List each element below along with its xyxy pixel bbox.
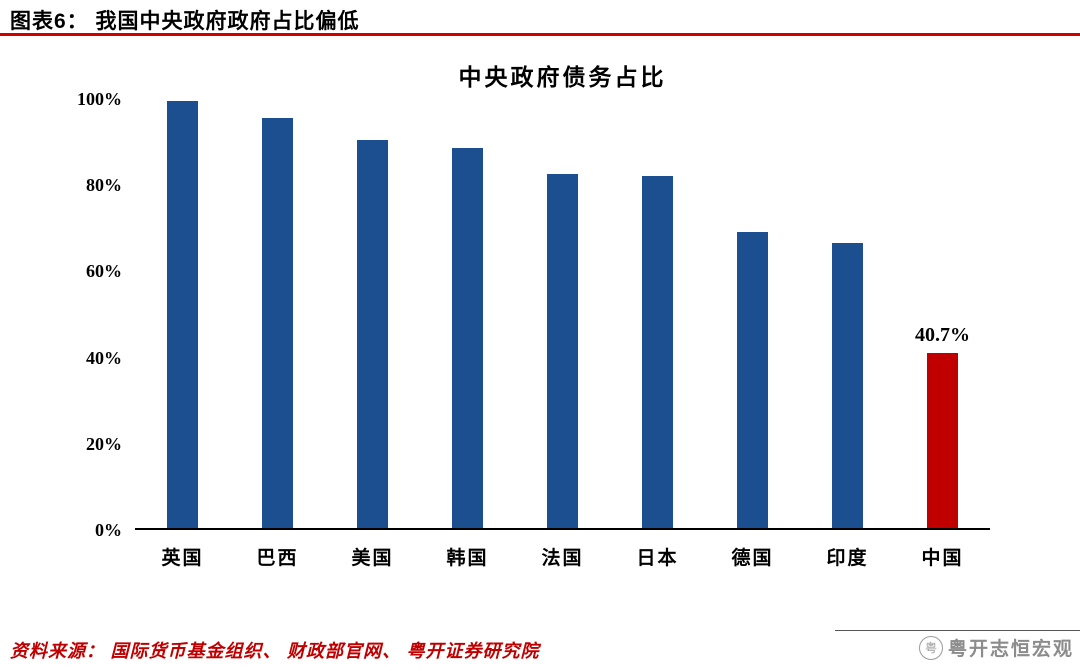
y-tick-60%: 60% (86, 261, 122, 282)
x-label-日本: 日本 (636, 548, 679, 569)
x-label-德国: 德国 (731, 548, 774, 569)
y-tick-40%: 40% (86, 347, 122, 368)
bar-cell-美国 (325, 99, 420, 528)
bar-value-label-中国: 40.7% (915, 324, 970, 347)
bar-cell-印度 (800, 99, 895, 528)
bar-韩国 (452, 148, 483, 528)
bar-英国 (167, 101, 198, 528)
bar-cell-法国 (515, 99, 610, 528)
bar-印度 (832, 242, 863, 528)
x-label-印度: 印度 (826, 548, 869, 569)
bar-中国 (927, 353, 958, 528)
x-label-英国: 英国 (161, 548, 204, 569)
x-label-韩国: 韩国 (446, 548, 489, 569)
x-label-美国: 美国 (351, 548, 394, 569)
bar-德国 (737, 232, 768, 528)
header-divider-line (0, 33, 1080, 36)
figure-caption: 图表6： 我国中央政府政府占比偏低 (10, 10, 360, 33)
y-tick-20%: 20% (86, 433, 122, 454)
chart-title: 中央政府债务占比 (458, 65, 667, 90)
bar-chart-plot-area: 40.7% (135, 99, 990, 530)
bar-cell-德国 (705, 99, 800, 528)
bar-巴西 (262, 118, 293, 528)
y-tick-80%: 80% (86, 175, 122, 196)
bar-法国 (547, 174, 578, 528)
bar-cell-日本 (610, 99, 705, 528)
y-tick-100%: 100% (77, 89, 122, 109)
y-tick-0%: 0% (95, 520, 122, 540)
watermark: 粤 粤开志恒宏观 (835, 630, 1080, 661)
bar-日本 (642, 176, 673, 528)
y-axis: 0% 20% 40% 60% 80% 100% (0, 89, 122, 540)
bar-cell-英国 (135, 99, 230, 528)
bar-cell-中国: 40.7% (895, 99, 990, 528)
bar-cell-韩国 (420, 99, 515, 528)
x-label-法国: 法国 (541, 548, 584, 569)
x-axis-labels: 英国 巴西 美国 韩国 法国 日本 德国 印度 中国 (135, 543, 990, 570)
bar-美国 (357, 139, 388, 528)
watermark-text: 粤开志恒宏观 (947, 639, 1074, 660)
data-source-note: 资料来源： 国际货币基金组织、 财政部官网、 粤开证券研究院 (10, 641, 540, 661)
brand-logo-icon: 粤 (918, 635, 943, 660)
x-label-中国: 中国 (921, 548, 964, 569)
bar-cell-巴西 (230, 99, 325, 528)
x-label-巴西: 巴西 (256, 548, 299, 569)
